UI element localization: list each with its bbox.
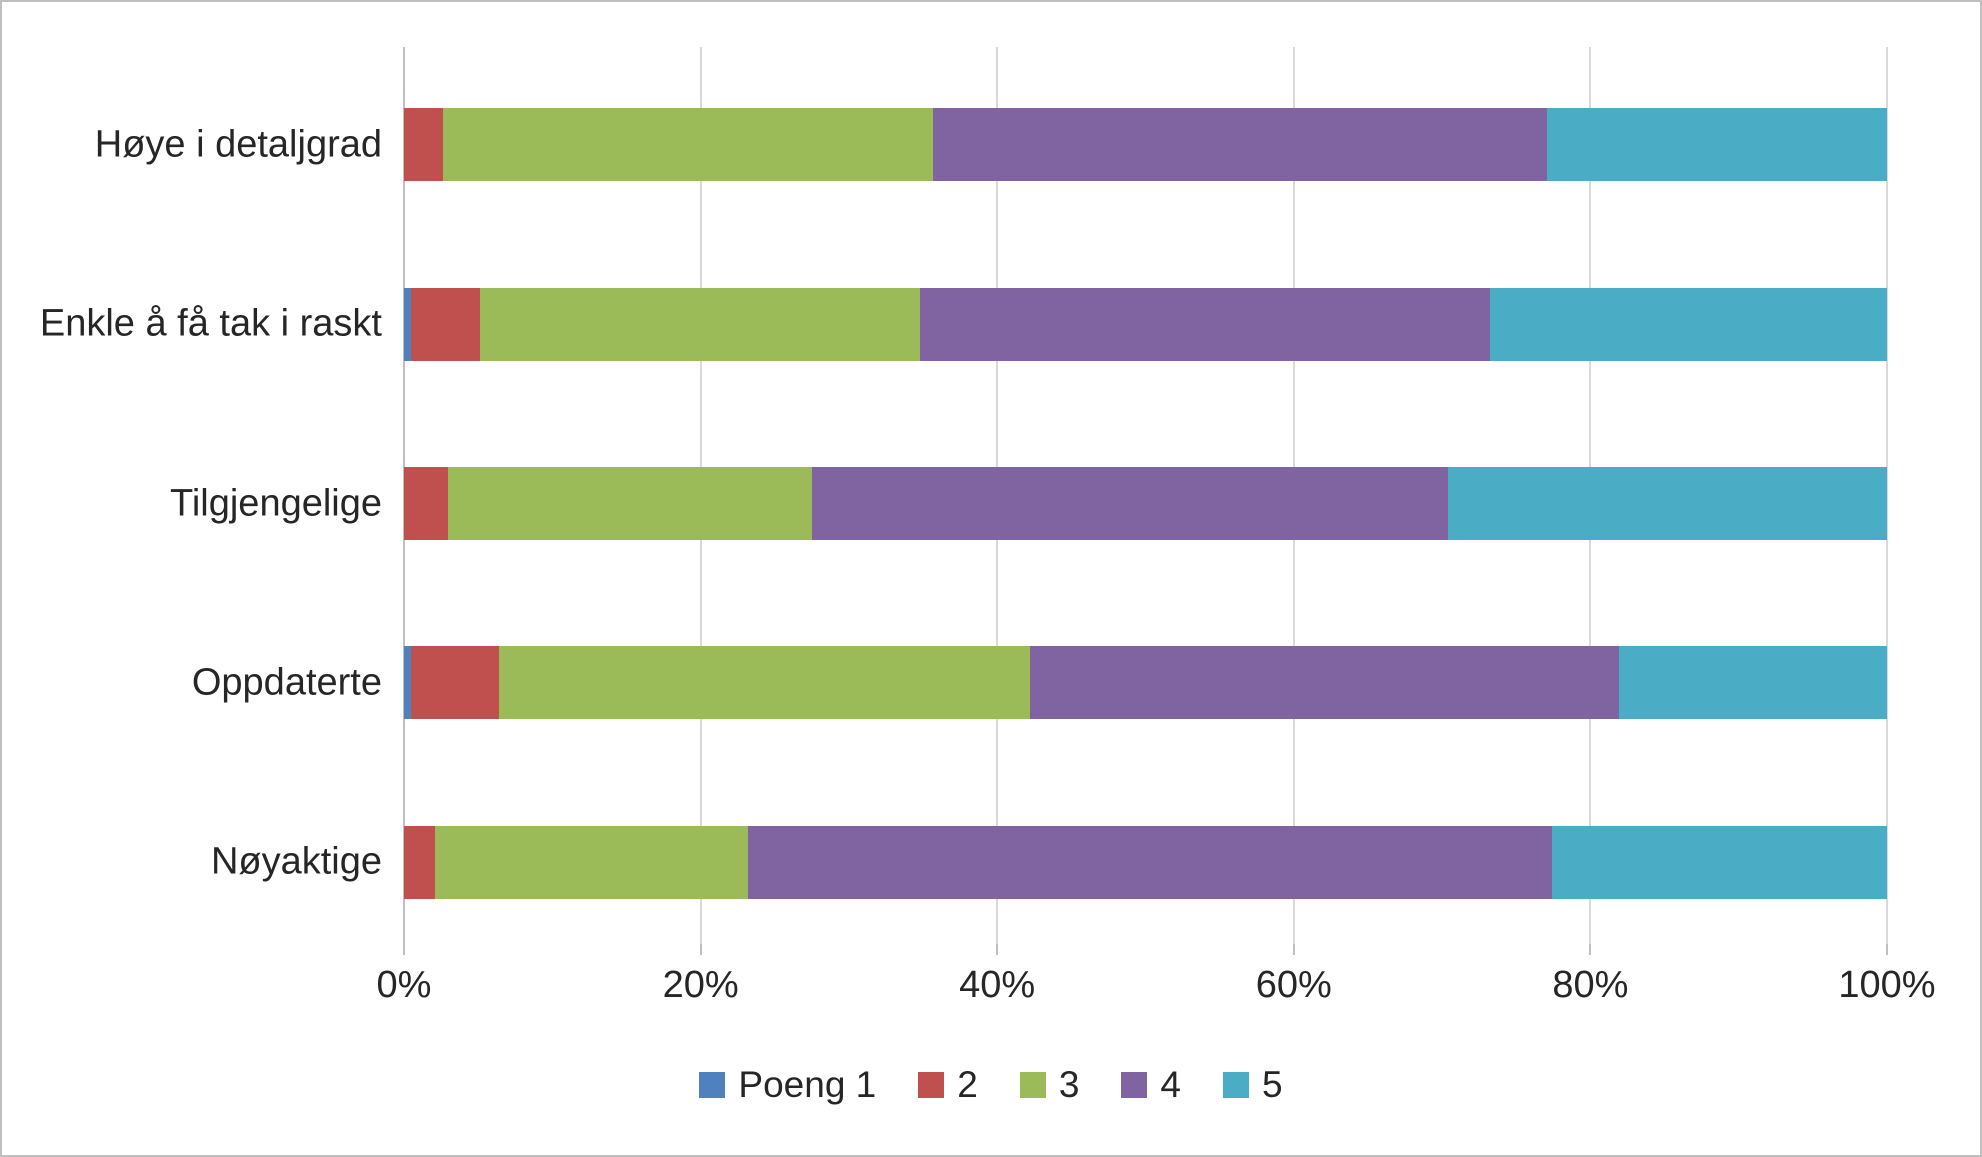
bar-segment-poeng-1 <box>404 287 412 361</box>
bar-segment-2 <box>404 467 449 540</box>
axis-tick-mark <box>403 944 405 955</box>
legend-swatch-icon <box>1121 1072 1148 1098</box>
gridline-100 <box>1886 47 1888 944</box>
bar-segment-4 <box>748 825 1552 899</box>
bar-segment-4 <box>920 287 1490 361</box>
axis-tick-mark <box>996 944 999 955</box>
plot-area <box>403 47 1888 955</box>
legend-label: 2 <box>957 1064 978 1105</box>
bar-segment-3 <box>435 825 749 899</box>
bar-segment-5 <box>1551 825 1887 899</box>
bar-segment-2 <box>411 646 499 720</box>
category-label: Enkle å få tak i raskt <box>39 302 382 345</box>
bar-segment-2 <box>404 825 436 899</box>
axis-tick-mark <box>1292 944 1295 955</box>
legend-label: 3 <box>1058 1064 1080 1105</box>
x-tick-label: 100% <box>1838 964 1936 1006</box>
legend-item: 3 <box>1019 1064 1080 1106</box>
bar-segment-2 <box>411 287 480 361</box>
bar-row <box>404 287 1887 361</box>
category-label: Nøyaktige <box>210 840 382 883</box>
legend-label: 4 <box>1160 1064 1181 1105</box>
axis-tick-mark <box>1886 944 1888 955</box>
bar-row <box>404 825 1887 899</box>
legend-swatch-icon <box>1223 1072 1249 1098</box>
bar-segment-5 <box>1489 287 1887 361</box>
x-tick-label: 40% <box>959 964 1036 1006</box>
legend-swatch-icon <box>699 1072 726 1098</box>
category-label: Oppdaterte <box>191 661 382 704</box>
bar-row <box>404 108 1887 182</box>
bar-segment-4 <box>811 467 1449 540</box>
bar-segment-5 <box>1547 108 1887 182</box>
legend-label: Poeng 1 <box>738 1064 877 1105</box>
bar-row <box>404 646 1887 720</box>
axis-tick-mark <box>1589 944 1592 955</box>
category-label: Høye i detaljgrad <box>94 123 382 166</box>
legend-swatch-icon <box>1019 1072 1046 1098</box>
bar-segment-2 <box>404 108 443 182</box>
bar-segment-4 <box>933 108 1548 182</box>
legend-item: 2 <box>918 1064 978 1106</box>
legend-item: Poeng 1 <box>699 1064 876 1106</box>
bar-segment-5 <box>1448 467 1887 540</box>
axis-tick-mark <box>699 944 702 955</box>
bar-segment-5 <box>1618 646 1887 720</box>
legend-swatch-icon <box>918 1072 945 1098</box>
bar-segment-3 <box>498 646 1030 720</box>
x-tick-label: 0% <box>376 964 432 1006</box>
x-tick-label: 80% <box>1552 964 1629 1006</box>
bar-segment-poeng-1 <box>404 646 412 720</box>
legend-item: 4 <box>1121 1064 1181 1106</box>
bar-segment-3 <box>479 287 921 361</box>
bar-segment-3 <box>448 467 812 540</box>
x-tick-label: 60% <box>1255 964 1332 1006</box>
legend-item: 5 <box>1223 1064 1283 1106</box>
bar-segment-4 <box>1029 646 1619 720</box>
legend-label: 5 <box>1262 1064 1283 1105</box>
bar-row <box>404 467 1887 540</box>
category-label: Tilgjengelige <box>170 482 382 524</box>
bar-segment-3 <box>442 108 934 182</box>
x-tick-label: 20% <box>662 964 739 1006</box>
legend: Poeng 1 2 3 4 5 <box>2 1064 1980 1106</box>
